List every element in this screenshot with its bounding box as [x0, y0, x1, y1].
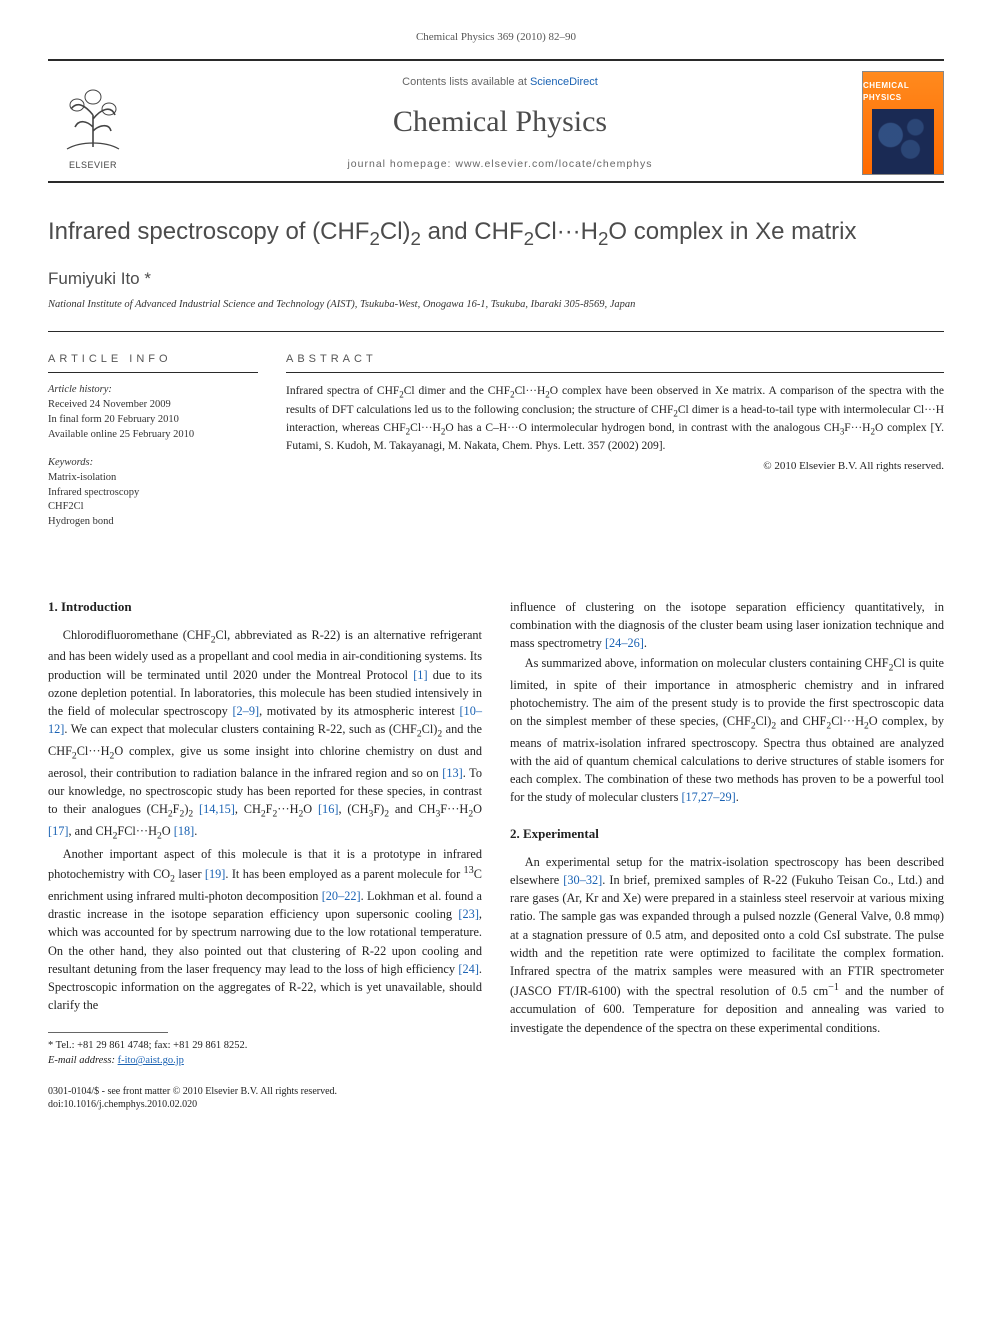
masthead-center: Contents lists available at ScienceDirec…: [138, 75, 862, 171]
right-column: influence of clustering on the isotope s…: [510, 598, 944, 1112]
paragraph: Another important aspect of this molecul…: [48, 845, 482, 1014]
keyword: Matrix-isolation: [48, 471, 258, 486]
abstract-text: Infrared spectra of CHF2Cl dimer and the…: [286, 383, 944, 455]
footnote-email-label: E-mail address:: [48, 1055, 115, 1066]
author-affiliation: National Institute of Advanced Industria…: [48, 298, 944, 313]
page-footer: 0301-0104/$ - see front matter © 2010 El…: [48, 1085, 482, 1112]
abstract-column: ABSTRACT Infrared spectra of CHF2Cl dime…: [286, 352, 944, 544]
keyword: Hydrogen bond: [48, 515, 258, 530]
journal-cover-thumbnail: CHEMICAL PHYSICS: [862, 71, 944, 175]
footer-doi: doi:10.1016/j.chemphys.2010.02.020: [48, 1098, 482, 1112]
keyword: CHF2Cl: [48, 500, 258, 515]
left-column: 1. Introduction Chlorodifluoromethane (C…: [48, 598, 482, 1112]
masthead: ELSEVIER Contents lists available at Sci…: [48, 59, 944, 183]
elsevier-tree-icon: [57, 75, 129, 157]
contents-line: Contents lists available at ScienceDirec…: [150, 75, 850, 90]
history-line: In final form 20 February 2010: [48, 413, 258, 428]
running-head: Chemical Physics 369 (2010) 82–90: [48, 30, 944, 45]
paragraph: Chlorodifluoromethane (CHF2Cl, abbreviat…: [48, 626, 482, 843]
section-heading-introduction: 1. Introduction: [48, 598, 482, 616]
history-label: Article history:: [48, 383, 258, 398]
corresponding-author-footnote: * Tel.: +81 29 861 4748; fax: +81 29 861…: [48, 1039, 482, 1068]
article-title: Infrared spectroscopy of (CHF2Cl)2 and C…: [48, 217, 944, 250]
history-line: Received 24 November 2009: [48, 398, 258, 413]
history-line: Available online 25 February 2010: [48, 428, 258, 443]
abstract-copyright: © 2010 Elsevier B.V. All rights reserved…: [286, 459, 944, 474]
abstract-heading: ABSTRACT: [286, 352, 944, 373]
footer-front-matter: 0301-0104/$ - see front matter © 2010 El…: [48, 1085, 482, 1099]
sciencedirect-link[interactable]: ScienceDirect: [530, 76, 598, 88]
footnote-separator: [48, 1032, 168, 1033]
article-history-block: Article history: Received 24 November 20…: [48, 383, 258, 442]
contents-prefix: Contents lists available at: [402, 76, 530, 88]
keywords-label: Keywords:: [48, 456, 258, 471]
keywords-block: Keywords: Matrix-isolation Infrared spec…: [48, 456, 258, 529]
publisher-logo-block: ELSEVIER: [48, 75, 138, 172]
journal-title: Chemical Physics: [150, 101, 850, 143]
footnote-tel: * Tel.: +81 29 861 4748; fax: +81 29 861…: [48, 1039, 482, 1054]
title-block: Infrared spectroscopy of (CHF2Cl)2 and C…: [48, 217, 944, 332]
section-heading-experimental: 2. Experimental: [510, 825, 944, 843]
paragraph: influence of clustering on the isotope s…: [510, 598, 944, 653]
author-name: Fumiyuki Ito *: [48, 267, 944, 291]
journal-homepage: journal homepage: www.elsevier.com/locat…: [150, 157, 850, 172]
footnote-email-link[interactable]: f-ito@aist.go.jp: [118, 1055, 184, 1066]
paragraph: As summarized above, information on mole…: [510, 654, 944, 806]
article-info-column: ARTICLE INFO Article history: Received 2…: [48, 352, 258, 544]
article-info-heading: ARTICLE INFO: [48, 352, 258, 373]
paragraph: An experimental setup for the matrix-iso…: [510, 853, 944, 1037]
info-abstract-row: ARTICLE INFO Article history: Received 2…: [48, 352, 944, 544]
publisher-label: ELSEVIER: [57, 159, 129, 172]
body-two-columns: 1. Introduction Chlorodifluoromethane (C…: [48, 598, 944, 1112]
cover-art-icon: [872, 109, 934, 175]
keyword: Infrared spectroscopy: [48, 486, 258, 501]
cover-label: CHEMICAL PHYSICS: [863, 80, 943, 102]
